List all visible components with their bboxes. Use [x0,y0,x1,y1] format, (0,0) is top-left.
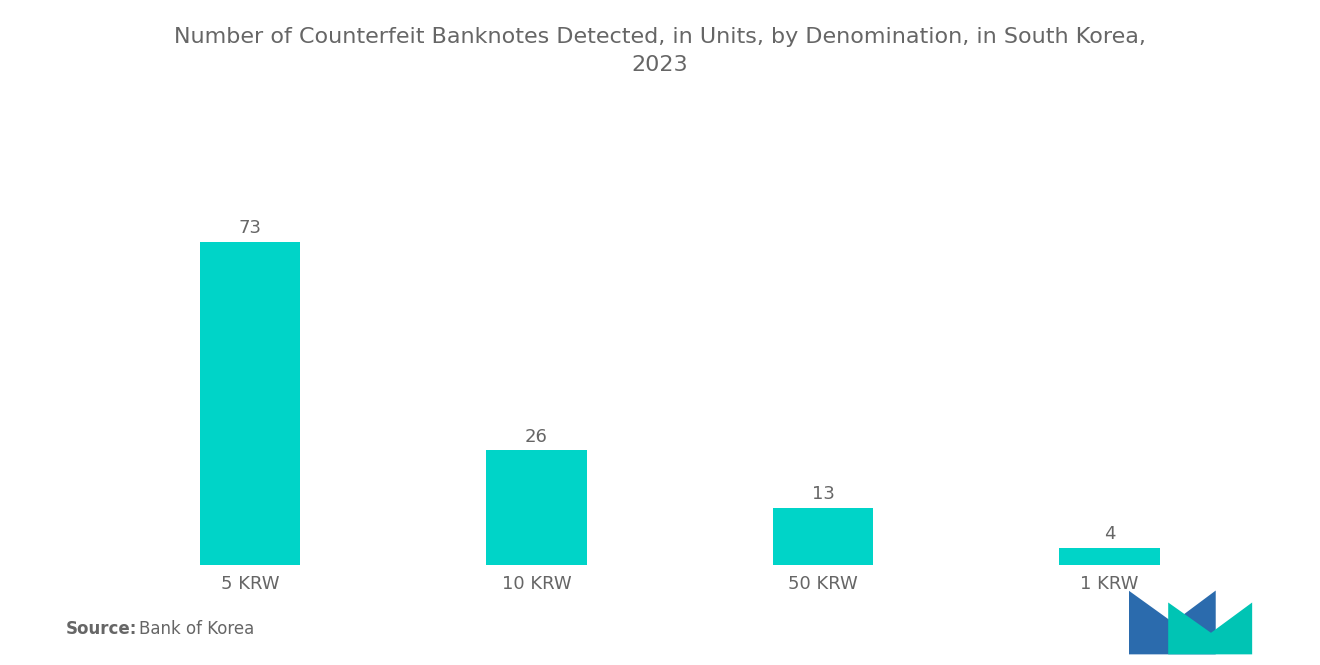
Text: 13: 13 [812,485,834,503]
Bar [1060,547,1160,565]
Text: Bank of Korea: Bank of Korea [139,620,253,638]
Bar [199,241,300,565]
Text: Source:: Source: [66,620,137,638]
Polygon shape [1168,602,1253,654]
Bar [486,450,586,565]
Text: 73: 73 [239,219,261,237]
Text: 4: 4 [1104,525,1115,543]
Polygon shape [1129,591,1216,654]
Bar [774,507,874,565]
Text: Number of Counterfeit Banknotes Detected, in Units, by Denomination, in South Ko: Number of Counterfeit Banknotes Detected… [174,27,1146,74]
Text: 26: 26 [525,428,548,446]
